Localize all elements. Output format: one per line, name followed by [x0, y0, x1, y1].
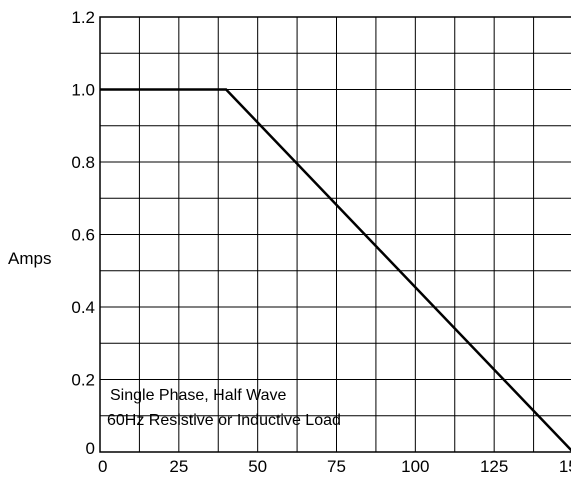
- y-tick-label: 1.0: [71, 81, 95, 100]
- y-tick-label: 1.2: [71, 8, 95, 27]
- y-tick-label: 0.2: [71, 371, 95, 390]
- y-tick-label: 0.8: [71, 153, 95, 172]
- y-tick-label: 0: [86, 439, 95, 458]
- x-tick-labels: 0 25 50 75 100 125 150: [98, 457, 571, 476]
- y-tick-label: 0.4: [71, 298, 95, 317]
- x-tick-label: 75: [327, 457, 346, 476]
- x-tick-label: 100: [401, 457, 429, 476]
- x-tick-label: 25: [169, 457, 188, 476]
- x-tick-label: 150: [559, 457, 571, 476]
- y-axis-label: Amps: [8, 249, 51, 268]
- annotation-line-1: Single Phase, Half Wave: [110, 387, 286, 404]
- plot-frame: [99, 16, 571, 453]
- annotation-line-2: 60Hz Resistive or Inductive Load: [107, 412, 341, 429]
- x-tick-label: 50: [248, 457, 267, 476]
- x-tick-label: 0: [98, 457, 107, 476]
- y-tick-labels: 0 0.2 0.4 0.6 0.8 1.0 1.2: [71, 8, 95, 458]
- x-tick-label: 125: [480, 457, 508, 476]
- series-line: [100, 88, 571, 452]
- y-tick-label: 0.6: [71, 226, 95, 245]
